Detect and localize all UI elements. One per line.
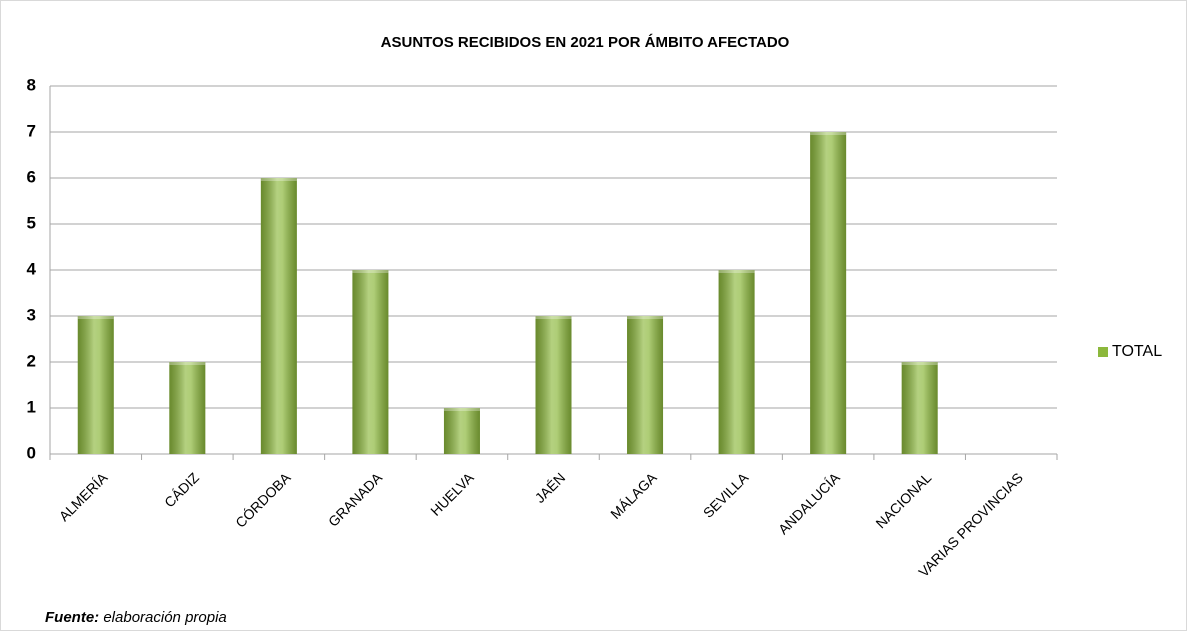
legend-swatch bbox=[1098, 347, 1108, 357]
y-tick-label: 7 bbox=[27, 121, 36, 140]
bar-cap bbox=[169, 362, 206, 365]
bar-cap bbox=[901, 362, 938, 365]
source-text: elaboración propia bbox=[103, 609, 226, 626]
bar-cap bbox=[718, 270, 755, 273]
source-label: Fuente: bbox=[45, 609, 99, 626]
y-tick-label: 5 bbox=[27, 213, 36, 232]
legend-label: TOTAL bbox=[1112, 343, 1162, 360]
bar-cap bbox=[810, 132, 847, 135]
y-tick-label: 0 bbox=[27, 443, 36, 462]
y-tick-label: 4 bbox=[27, 259, 37, 278]
y-tick-label: 3 bbox=[27, 305, 36, 324]
bar-cap bbox=[77, 316, 114, 319]
bar-shine bbox=[260, 178, 297, 454]
bar-shine bbox=[901, 362, 938, 454]
y-tick-label: 6 bbox=[27, 167, 36, 186]
bar-shine bbox=[718, 270, 755, 454]
bar-cap bbox=[535, 316, 572, 319]
chart-title: ASUNTOS RECIBIDOS EN 2021 POR ÁMBITO AFE… bbox=[381, 34, 790, 51]
bar-shine bbox=[169, 362, 206, 454]
bar-shine bbox=[627, 316, 664, 454]
y-tick-label: 8 bbox=[27, 75, 36, 94]
y-tick-label: 2 bbox=[27, 351, 36, 370]
y-tick-label: 1 bbox=[27, 397, 36, 416]
bar-shine bbox=[443, 408, 480, 454]
bar-cap bbox=[260, 178, 297, 181]
bar-cap bbox=[443, 408, 480, 411]
bar-shine bbox=[810, 132, 847, 454]
bar-shine bbox=[352, 270, 389, 454]
bar-shine bbox=[535, 316, 572, 454]
bar-shine bbox=[77, 316, 114, 454]
bar-cap bbox=[352, 270, 389, 273]
source: Fuente: elaboración propia bbox=[45, 609, 227, 626]
bar-cap bbox=[627, 316, 664, 319]
